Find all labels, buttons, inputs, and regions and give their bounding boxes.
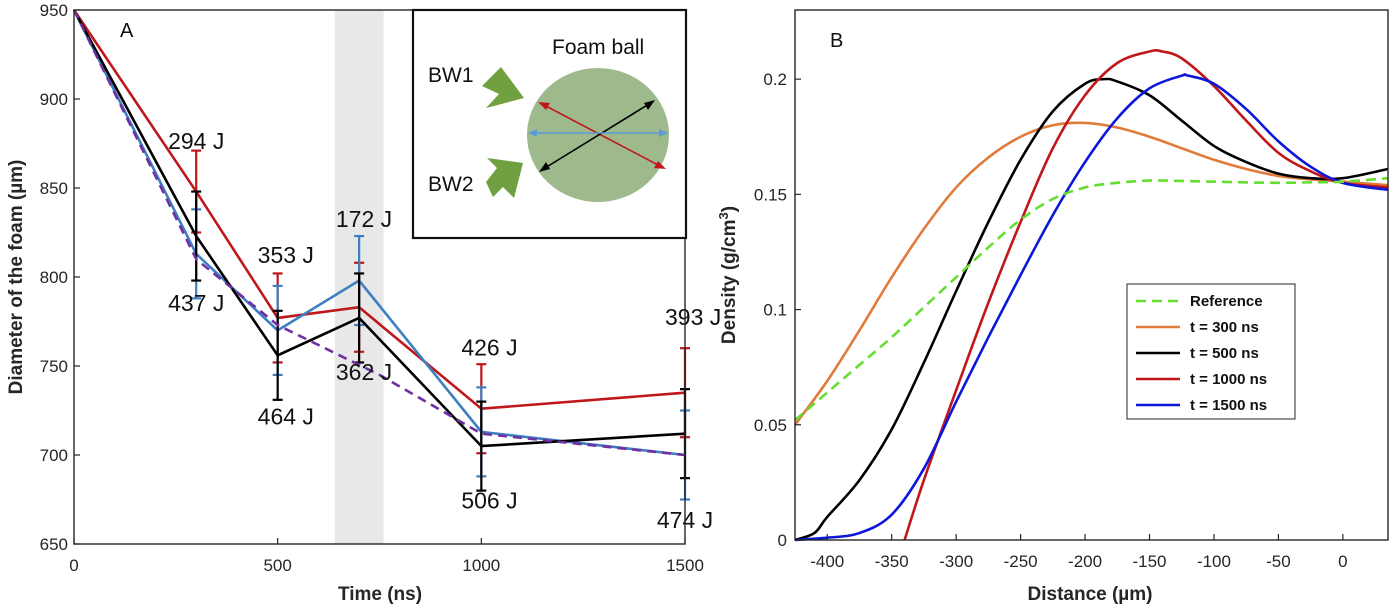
y-tick-label: 0.05 xyxy=(754,416,787,435)
inset-title: Foam ball xyxy=(552,36,644,59)
x-tick-label: 1500 xyxy=(666,556,704,575)
x-tick-label: -400 xyxy=(810,552,844,571)
energy-annotation: 294 J xyxy=(168,128,224,154)
panel-b-x-axis-label: Distance (µm) xyxy=(1028,584,1153,605)
energy-annotation: 353 J xyxy=(258,242,314,268)
inset-label-bw1: BW1 xyxy=(428,64,474,87)
y-tick-label: 700 xyxy=(40,446,68,465)
series-a-3-line xyxy=(72,9,686,457)
legend-label: t = 1000 ns xyxy=(1190,371,1267,388)
panel-b-label: B xyxy=(830,30,843,52)
x-tick-label: -100 xyxy=(1197,552,1231,571)
x-tick-label: -50 xyxy=(1266,552,1291,571)
density-series-4-line xyxy=(794,73,1389,542)
panel-a-x-axis-label: Time (ns) xyxy=(338,584,422,605)
energy-annotation: 393 J xyxy=(665,304,721,330)
y-tick-label: 650 xyxy=(40,535,68,554)
legend-label: t = 1500 ns xyxy=(1190,397,1267,414)
bw2-arrow-icon xyxy=(486,158,523,198)
density-series-2-line xyxy=(794,77,1389,542)
y-tick-label: 750 xyxy=(40,357,68,376)
x-tick-label: -300 xyxy=(939,552,973,571)
series-a-1-line xyxy=(72,9,686,457)
panel-a-y-axis-label: Diameter of the foam (µm) xyxy=(6,160,27,395)
energy-annotation: 437 J xyxy=(168,290,224,316)
y-tick-label: 900 xyxy=(40,90,68,109)
x-tick-label: -350 xyxy=(875,552,909,571)
panel-b-y-axis-label: Density (g/cm3) xyxy=(716,206,740,344)
y-tick-label: 0 xyxy=(778,531,787,550)
energy-annotation: 362 J xyxy=(336,359,392,385)
energy-annotation: 464 J xyxy=(258,404,314,430)
panel-a-label: A xyxy=(120,20,134,42)
inset-blue-diameter-arrow xyxy=(528,129,668,137)
inset-red-diameter-arrow xyxy=(538,102,666,169)
legend-label: t = 500 ns xyxy=(1190,345,1259,362)
series-a-0-line xyxy=(72,9,686,411)
panel-b-axes-box xyxy=(794,9,1389,541)
x-tick-label: -150 xyxy=(1132,552,1166,571)
inset-black-diameter-arrow xyxy=(539,100,655,172)
y-tick-label: 800 xyxy=(40,268,68,287)
y-label-close: ) xyxy=(719,206,740,212)
density-series-3-line xyxy=(903,49,1389,541)
y-tick-label: 0.1 xyxy=(763,301,787,320)
panel-a: 294 J 437 J 353 J 464 J 172 J 362 J 426 J 506 J… xyxy=(6,1,721,605)
panel-b: -400 -350 -300 -250 -200 -150 -100 -50 0 0 0.05 0.1… xyxy=(716,9,1389,605)
legend-box xyxy=(1126,283,1296,420)
y-tick-label: 850 xyxy=(40,179,68,198)
foam-ball-inset: Foam ball BW1 BW2 xyxy=(411,8,688,240)
x-tick-label: 0 xyxy=(1338,552,1347,571)
y-tick-label: 0.2 xyxy=(763,70,787,89)
y-label-superscript: 3 xyxy=(716,212,731,219)
y-tick-label: 0.15 xyxy=(754,185,787,204)
x-tick-label: -250 xyxy=(1004,552,1038,571)
x-tick-label: 500 xyxy=(263,556,291,575)
legend-label: t = 300 ns xyxy=(1190,319,1259,336)
series-a-2-line xyxy=(72,9,686,448)
energy-annotation: 426 J xyxy=(461,334,517,360)
density-series-0-line xyxy=(794,176,1389,422)
x-tick-label: 1000 xyxy=(462,556,500,575)
legend-label: Reference xyxy=(1190,293,1263,310)
energy-annotation: 172 J xyxy=(336,206,392,232)
energy-annotation: 506 J xyxy=(461,487,517,513)
inset-label-bw2: BW2 xyxy=(428,173,474,196)
x-tick-label: 0 xyxy=(69,556,78,575)
bw1-arrow-icon xyxy=(482,67,524,108)
y-tick-label: 950 xyxy=(40,1,68,20)
legend: Reference t = 300 ns t = 500 ns t = 1000 ns… xyxy=(1126,283,1296,420)
x-tick-label: -200 xyxy=(1068,552,1102,571)
density-series-1-line xyxy=(793,121,1389,426)
y-label-main: Density (g/cm xyxy=(719,219,740,344)
